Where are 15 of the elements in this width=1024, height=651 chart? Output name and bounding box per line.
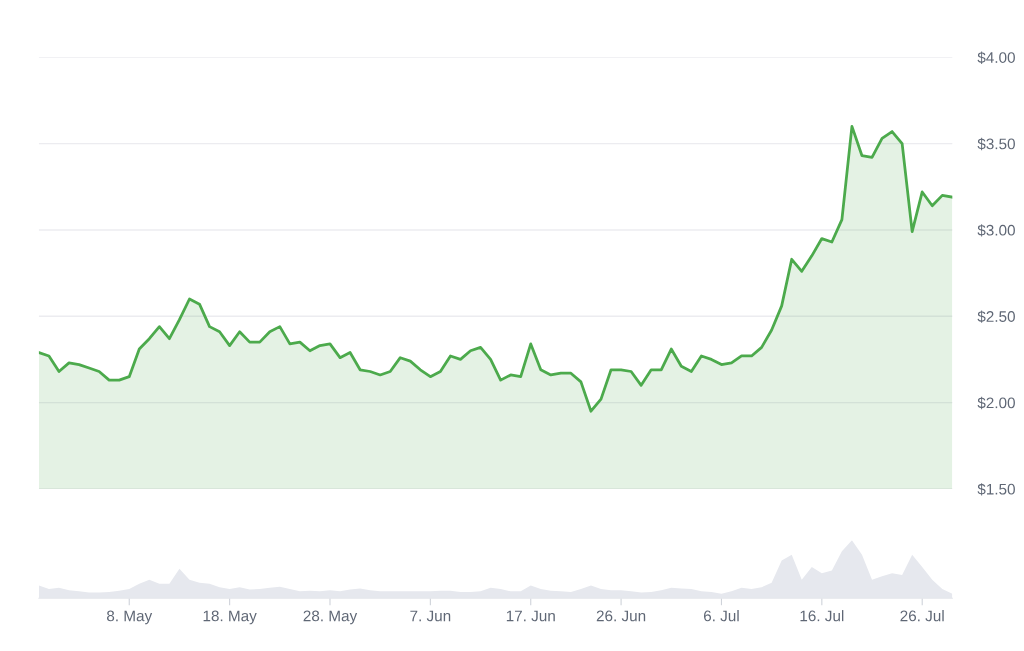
x-tick-label: 17. Jun [506, 610, 555, 622]
y-tick-label: $2.00 [977, 396, 1015, 410]
x-tick-label: 18. May [203, 610, 257, 625]
y-tick-label: $3.00 [977, 224, 1015, 237]
x-tick-label: 7. Jun [410, 610, 451, 622]
x-tick-label: 26. Jul [900, 610, 944, 622]
x-tick-label: 8. May [106, 610, 153, 625]
x-tick-label: 6. Jul [703, 610, 739, 622]
y-tick-label: $3.50 [977, 137, 1015, 151]
y-tick-label: $1.50 [977, 483, 1015, 496]
x-tick-label: 16. Jul [800, 610, 844, 622]
y-tick-label: $4.00 [977, 51, 1015, 64]
y-tick-label: $2.50 [977, 310, 1015, 323]
x-tick-label: 28. May [303, 610, 358, 625]
x-tick-label: 26. Jun [596, 610, 646, 622]
